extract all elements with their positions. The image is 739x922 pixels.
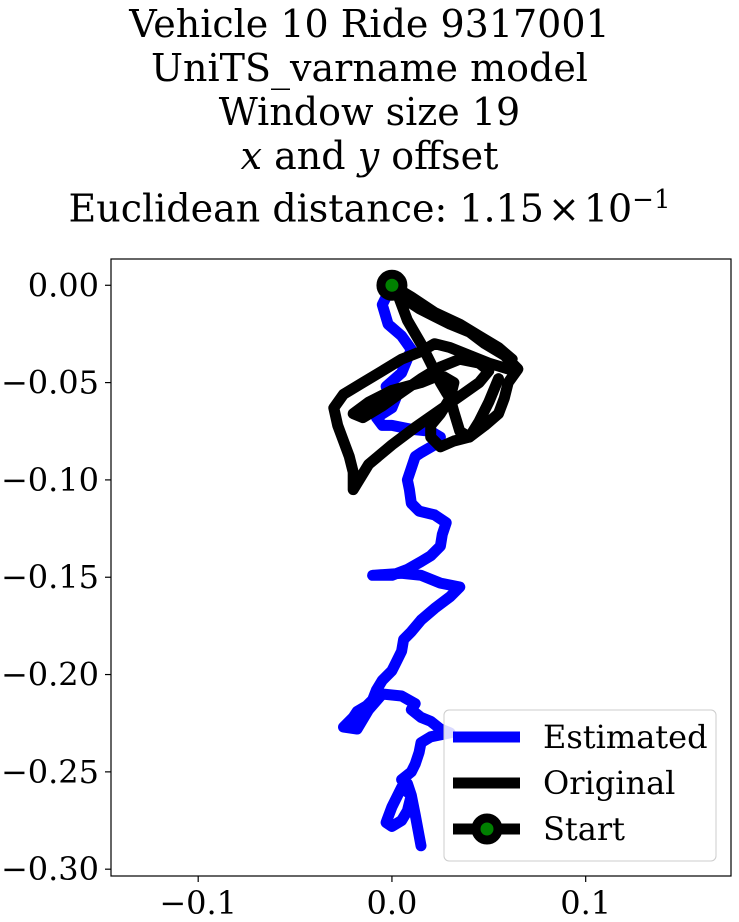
- legend: Estimated Original Start: [443, 709, 717, 862]
- y-tick-label: −0.20: [1, 656, 99, 694]
- title-distance-exponent: −1: [632, 185, 671, 215]
- title-line-2: UniTS_varname model: [151, 46, 588, 90]
- title-offset-text: offset: [379, 134, 499, 178]
- x-axis: −0.1 0.0 0.1: [159, 876, 611, 922]
- legend-start-label: Start: [543, 810, 625, 848]
- x-tick-label: −0.1: [159, 884, 237, 922]
- y-tick-label: −0.10: [1, 461, 99, 499]
- legend-original-label: Original: [543, 764, 675, 802]
- title-y-variable: y: [357, 134, 380, 178]
- plot-frame: [110, 258, 732, 877]
- y-tick-label: −0.15: [1, 558, 99, 596]
- series-layer: [328, 269, 524, 852]
- title-distance-base: 10: [583, 186, 633, 231]
- title-distance-prefix: Euclidean distance:: [68, 186, 460, 231]
- title-line-5: Euclidean distance: 1.15 × 10−1: [0, 178, 739, 231]
- legend-start-marker: [471, 813, 503, 845]
- y-tick-label: 0.00: [28, 266, 99, 304]
- series-line-original: [328, 279, 524, 496]
- x-tick-label: 0.0: [366, 884, 417, 922]
- y-axis: 0.00 −0.05 −0.10 −0.15 −0.20 −0.25 −0.30: [1, 266, 111, 888]
- start-marker: [376, 269, 408, 301]
- title-line-1: Vehicle 10 Ride 9317001: [129, 2, 610, 46]
- legend-estimated-label: Estimated: [543, 718, 708, 756]
- title-line-3: Window size 19: [218, 90, 521, 134]
- title-x-variable: x: [240, 134, 263, 178]
- x-tick-label: 0.1: [560, 884, 611, 922]
- title-times-sign: ×: [547, 186, 580, 231]
- y-tick-label: −0.25: [1, 753, 99, 791]
- title-line-4: x and y offset: [0, 134, 739, 178]
- y-tick-label: −0.05: [1, 364, 99, 402]
- title-distance-mantissa: 1.15: [459, 186, 544, 231]
- legend-box: [443, 709, 717, 862]
- title-and-text: and: [262, 134, 358, 178]
- y-tick-label: −0.30: [1, 850, 99, 888]
